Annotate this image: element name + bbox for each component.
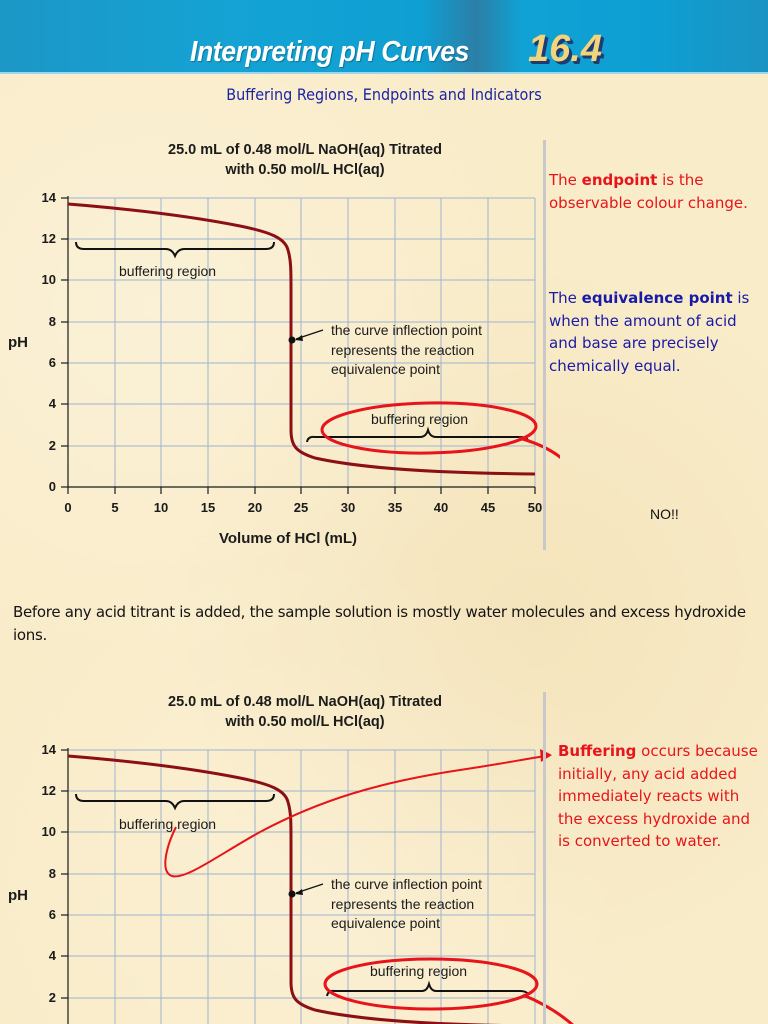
red-arrow-to-no [518, 436, 560, 459]
y-tick: 8 [48, 866, 56, 881]
red-circle-annotation [323, 957, 539, 1011]
x-tick: 45 [480, 500, 496, 515]
header-banner: Interpreting pH Curves 16.4 [0, 0, 768, 74]
buffering-term: Buffering [558, 742, 637, 760]
y-tick: 10 [41, 824, 56, 839]
buffering-brace-2 [306, 426, 529, 443]
titration-chart-1: 25.0 mL of 0.48 mol/L NaOH(aq) Titrated … [0, 130, 560, 560]
endpoint-prefix: The [549, 171, 582, 189]
x-tick: 35 [387, 500, 403, 515]
equivalence-definition: is when the amount of acid and base are … [549, 289, 750, 375]
y-tick: 12 [41, 783, 56, 798]
inflection-point-marker [288, 336, 296, 344]
endpoint-definition: is the observable colour change. [549, 171, 748, 212]
red-arrow-to-buffering-note [164, 755, 546, 878]
header-title: Interpreting pH Curves [190, 36, 469, 68]
red-circle-annotation [320, 401, 538, 455]
inflection-label-line3: equivalence point [331, 915, 440, 931]
chart-plot-2 [61, 748, 574, 1024]
y-axis-label: pH [8, 887, 28, 904]
equivalence-prefix: The [549, 289, 582, 307]
titration-curve [67, 202, 536, 476]
inflection-label-line3: equivalence point [331, 361, 440, 377]
titration-chart-2: 25.0 mL of 0.48 mol/L NaOH(aq) Titrated … [0, 682, 574, 1024]
buffering-region-label-2: buffering region [370, 963, 468, 979]
y-tick: 8 [48, 314, 56, 329]
y-tick: 2 [48, 438, 56, 453]
red-arrow-off-page [522, 993, 574, 1024]
buffering-brace-2 [326, 980, 529, 997]
endpoint-term: endpoint [581, 171, 658, 189]
section-number: 16.4 [528, 28, 602, 70]
x-tick: 5 [111, 500, 119, 515]
x-tick: 0 [64, 500, 72, 515]
inflection-point-marker [288, 890, 296, 898]
inflection-label-line1: the curve inflection point [331, 876, 482, 892]
y-tick: 4 [48, 948, 56, 963]
chart-title: 25.0 mL of 0.48 mol/L NaOH(aq) Titrated … [100, 692, 510, 732]
y-axis-label: pH [8, 334, 28, 351]
buffering-brace-1 [75, 793, 275, 811]
chart-title-line1: 25.0 mL of 0.48 mol/L NaOH(aq) Titrated [168, 142, 442, 158]
chart-title-line2: with 0.50 mol/L HCl(aq) [225, 162, 385, 178]
chart-title-line2: with 0.50 mol/L HCl(aq) [225, 714, 385, 730]
x-tick: 15 [200, 500, 216, 515]
chart-title: 25.0 mL of 0.48 mol/L NaOH(aq) Titrated … [100, 140, 510, 180]
gridlines [68, 197, 536, 487]
y-tick: 0 [48, 479, 56, 494]
buffering-region-label-1: buffering region [119, 263, 217, 279]
inflection-point-label: the curve inflection point represents th… [331, 321, 482, 380]
x-tick: 40 [433, 500, 449, 515]
body-paragraph: Before any acid titrant is added, the sa… [13, 603, 746, 644]
page-subtitle: Buffering Regions, Endpoints and Indicat… [226, 85, 542, 104]
arrowhead-icon [540, 749, 552, 762]
inflection-label-line2: represents the reaction [331, 341, 475, 358]
x-tick: 10 [153, 500, 169, 515]
equivalence-term: equivalence point [581, 289, 733, 307]
arrowhead-icon [295, 335, 303, 341]
arrowhead-icon [295, 889, 303, 895]
divider-2 [543, 692, 546, 1024]
chart-plot-1 [61, 196, 560, 494]
y-tick: 10 [41, 272, 56, 287]
x-tick: 25 [293, 500, 309, 515]
buffering-explanation: occurs because initially, any acid added… [558, 742, 758, 850]
axes [61, 196, 536, 494]
equivalence-note: The equivalence point is when the amount… [549, 287, 764, 377]
y-tick: 6 [48, 355, 56, 370]
y-tick: 2 [48, 990, 56, 1005]
inflection-point-label: the curve inflection point represents th… [331, 875, 482, 934]
x-axis-label: Volume of HCl (mL) [219, 530, 358, 547]
y-tick: 14 [41, 742, 56, 757]
titration-curve [67, 754, 502, 1024]
x-tick: 20 [247, 500, 263, 515]
chart-title-line1: 25.0 mL of 0.48 mol/L NaOH(aq) Titrated [168, 694, 442, 710]
buffering-note: Buffering occurs because initially, any … [558, 740, 763, 853]
buffering-region-label-2: buffering region [371, 411, 469, 427]
y-tick: 6 [48, 907, 56, 922]
x-tick: 30 [340, 500, 356, 515]
y-tick: 4 [48, 396, 56, 411]
buffering-region-label-1: buffering region [119, 816, 217, 832]
inflection-label-line1: the curve inflection point [331, 322, 482, 338]
endpoint-note: The endpoint is the observable colour ch… [549, 169, 764, 214]
divider-1 [543, 140, 546, 550]
inflection-label-line2: represents the reaction [331, 895, 475, 912]
x-tick: 50 [527, 500, 543, 515]
buffering-brace-1 [75, 241, 275, 259]
axes [61, 748, 69, 1024]
y-tick: 12 [41, 231, 56, 246]
no-label: NO!! [650, 506, 679, 522]
y-tick: 14 [41, 190, 56, 205]
